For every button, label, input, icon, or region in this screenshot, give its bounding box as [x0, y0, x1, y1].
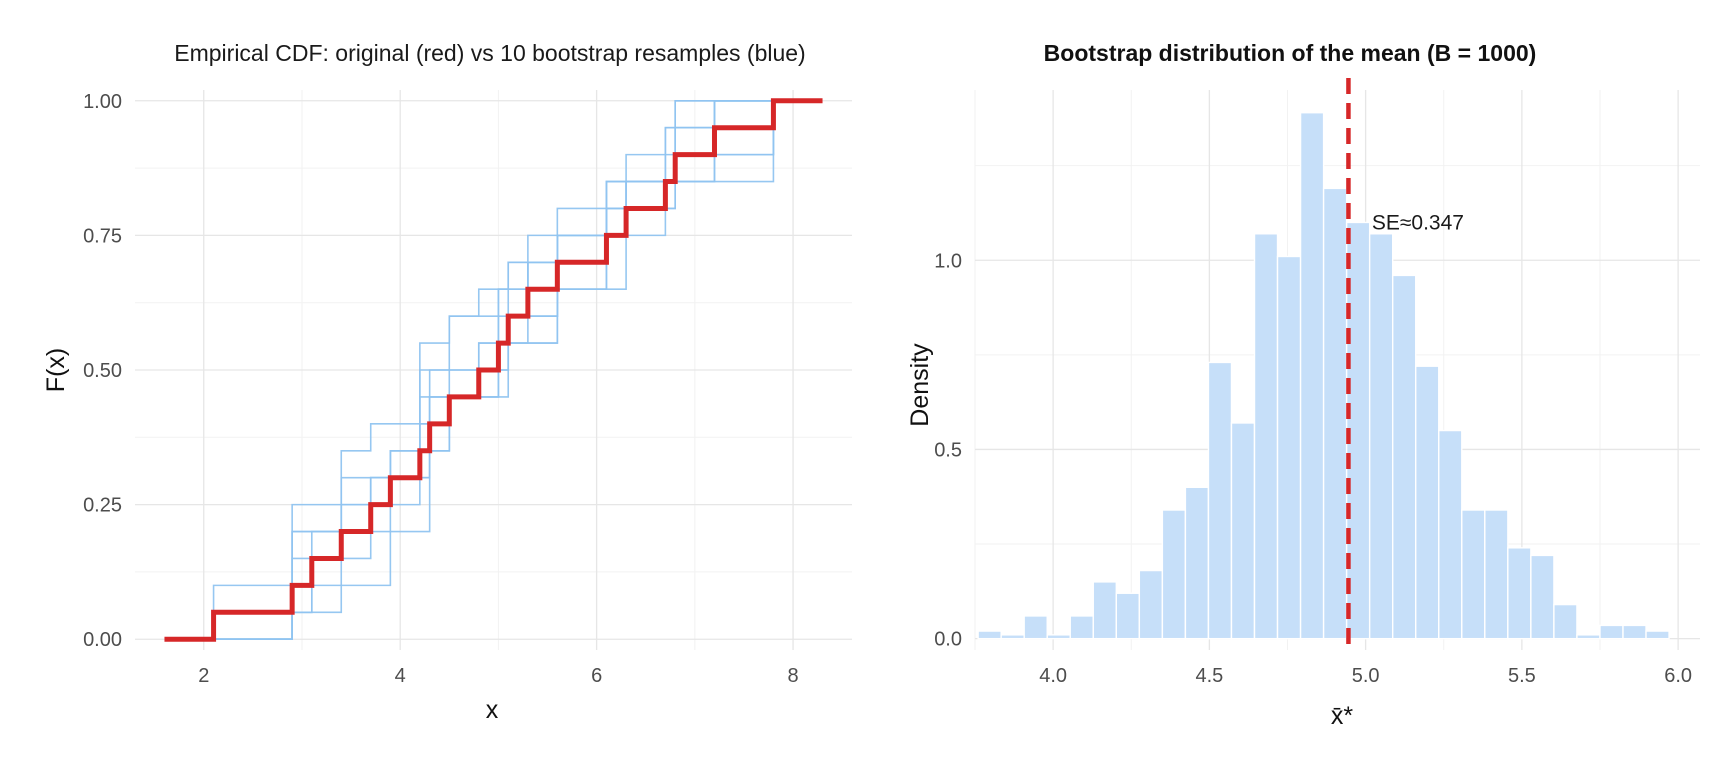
- histogram-bar: [1622, 624, 1647, 640]
- ecdf-y-tick-label: 0.50: [83, 360, 122, 382]
- histogram-y-axis-label: Density: [906, 343, 934, 427]
- histogram-y-tick-label: 1.0: [934, 250, 962, 272]
- ecdf-x-axis-label: x: [486, 696, 499, 724]
- histogram-bar: [1276, 255, 1302, 640]
- histogram-bar: [1046, 634, 1071, 640]
- histogram-bar: [1092, 581, 1118, 640]
- histogram-bar: [1553, 603, 1578, 640]
- bootstrap-ecdf-series-8: [212, 99, 774, 640]
- se-annotation: SE≈0.347: [1372, 211, 1464, 234]
- histogram-x-tick-labels: 4.0 4.5 5.0 5.5 6.0: [1039, 665, 1692, 687]
- histogram-chart-title: Bootstrap distribution of the mean (B = …: [1044, 40, 1537, 66]
- histogram-bar: [1253, 233, 1279, 640]
- histogram-bar: [1438, 429, 1463, 640]
- original-ecdf-line: [164, 98, 823, 642]
- ecdf-y-tick-label: 0.25: [83, 495, 122, 517]
- ecdf-y-tick-labels: 0.00 0.25 0.50 0.75 1.00: [83, 91, 122, 651]
- histogram-bar: [1161, 509, 1187, 640]
- histogram-bar: [1507, 547, 1532, 640]
- histogram-bar: [1415, 365, 1440, 640]
- histogram-bar: [1230, 422, 1256, 640]
- histogram-bar: [1138, 569, 1164, 640]
- histogram-bar: [1576, 634, 1601, 640]
- ecdf-y-tick-label: 0.00: [83, 629, 122, 651]
- histogram-y-tick-labels: 0.0 0.5 1.0: [934, 250, 962, 650]
- bootstrap-histogram-panel: Bootstrap distribution of the mean (B = …: [906, 40, 1700, 730]
- histogram-x-tick-label: 4.5: [1195, 665, 1223, 687]
- histogram-bar: [1299, 112, 1325, 640]
- histogram-bar: [1023, 615, 1048, 640]
- ecdf-y-tick-label: 1.00: [83, 91, 122, 113]
- histogram-bar: [1000, 634, 1025, 640]
- histogram-bar: [1207, 361, 1233, 640]
- histogram-bar: [1461, 509, 1486, 640]
- histogram-y-tick-label: 0.5: [934, 439, 962, 461]
- histogram-x-tick-label: 5.5: [1508, 665, 1536, 687]
- bootstrap-ecdf-series-10: [213, 100, 775, 641]
- histogram-bar: [1184, 486, 1210, 640]
- ecdf-panel: Empirical CDF: original (red) vs 10 boot…: [42, 40, 852, 724]
- histogram-bar: [1069, 615, 1094, 640]
- ecdf-x-tick-label: 4: [395, 665, 406, 687]
- histogram-bar: [1484, 509, 1509, 640]
- histogram-y-tick-label: 0.0: [934, 629, 962, 651]
- histogram-bar: [1599, 624, 1624, 640]
- ecdf-x-tick-label: 6: [591, 665, 602, 687]
- ecdf-y-axis-label: F(x): [42, 348, 70, 392]
- histogram-bar: [1645, 630, 1670, 640]
- histogram-x-tick-label: 6.0: [1664, 665, 1692, 687]
- histogram-x-tick-label: 5.0: [1352, 665, 1380, 687]
- histogram-bar: [1115, 592, 1141, 640]
- ecdf-x-tick-labels: 2 4 6 8: [198, 665, 798, 687]
- ecdf-y-tick-label: 0.75: [83, 225, 122, 247]
- histogram-bar: [1368, 233, 1394, 640]
- histogram-bar: [977, 630, 1002, 640]
- histogram-bar: [1391, 274, 1417, 640]
- histogram-x-tick-label: 4.0: [1039, 665, 1067, 687]
- histogram-bar: [1530, 554, 1555, 640]
- histogram-bars: [977, 112, 1670, 640]
- ecdf-chart-title: Empirical CDF: original (red) vs 10 boot…: [174, 40, 805, 66]
- histogram-bar: [1322, 187, 1348, 640]
- original-ecdf-series: [164, 98, 823, 642]
- histogram-x-axis-label: x̄*: [1331, 702, 1354, 730]
- ecdf-x-tick-label: 8: [788, 665, 799, 687]
- ecdf-x-tick-label: 2: [198, 665, 209, 687]
